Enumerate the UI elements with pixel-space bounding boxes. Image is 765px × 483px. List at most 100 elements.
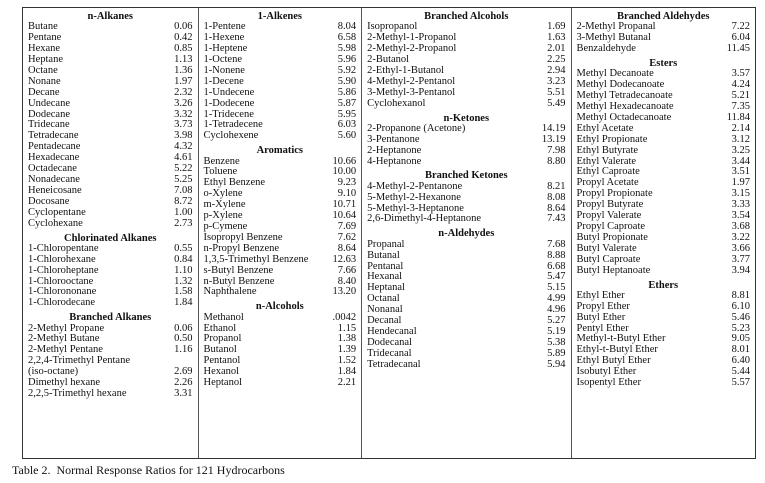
table-row: 3-Pentanone 13.19 <box>367 134 565 146</box>
table-row: 1,3,5-Trimethyl Benzene 12.63 <box>203 253 357 266</box>
table-row: Heptanal 5.15 <box>367 282 565 294</box>
table-row: Pentanol 1.52 <box>204 355 357 367</box>
table-row: 1-Tridecene 5.95 <box>203 108 357 121</box>
section-title: Chlorinated Alkanes <box>64 232 157 244</box>
compound-name: 1-Tridecene <box>203 108 254 120</box>
section: n-Alkanes Butane 0.06 Pentane 0.42 Hexane 0.85… <box>28 11 193 230</box>
response-ratio: 1.63 <box>547 32 566 44</box>
compound-name: 1-Octene <box>203 54 242 66</box>
compound-name: Butyl Heptanoate <box>576 264 651 276</box>
table-row: Cyclohexane 2.73 <box>28 218 193 230</box>
compound-name: Hexanal <box>367 271 403 283</box>
table-row: Methanol .0042 <box>204 312 357 324</box>
compound-name: n-Propyl Benzene <box>203 242 280 254</box>
compound-name: Decane <box>28 86 60 98</box>
compound-name: Butyl Ether <box>576 311 626 323</box>
compound-name: 2-Ethyl-1-Butanol <box>367 64 445 76</box>
response-ratio: 0.55 <box>174 242 193 254</box>
table-row: Propyl Propionate 3.15 <box>577 188 751 200</box>
response-ratio: 13.20 <box>332 286 357 298</box>
compound-name: Isopropyl Benzene <box>203 231 283 243</box>
compound-name: 4-Methyl-2-Pentanol <box>367 75 456 87</box>
section: 1-Alkenes 1-Pentene 8.04 1-Hexene 6.58 1-Hept… <box>204 11 357 142</box>
table-row: Hexadecane 4.61 <box>28 152 193 164</box>
section-title: n-Ketones <box>443 112 490 124</box>
compound-name: Benzene <box>203 155 240 167</box>
response-ratio: 5.51 <box>547 86 566 98</box>
compound-name: p-Xylene <box>203 210 243 222</box>
response-ratio: 10.00 <box>332 166 357 178</box>
section: n-Aldehydes Propanal 7.68 Butanal 8.88 Pentan… <box>367 228 565 370</box>
table-row: p-Xylene 10.64 <box>203 210 357 222</box>
table-row: Dimethyl hexane 2.26 <box>28 377 193 389</box>
response-ratio: 1.39 <box>337 344 357 356</box>
table-row: Cyclohexene 5.60 <box>204 130 357 142</box>
compound-name: Hexane <box>28 43 61 55</box>
table-row: Naphthalene 13.20 <box>204 287 357 298</box>
response-ratio: 4.99 <box>547 293 566 305</box>
compound-name: 1-Heptene <box>203 43 248 55</box>
table-row: m-Xylene 10.71 <box>204 199 357 211</box>
compound-name: 2-Methyl Pentane <box>28 344 103 356</box>
table-row: Propyl Ether 6.10 <box>577 301 751 313</box>
table-row: Tridecane 3.73 <box>28 120 193 131</box>
response-ratio: 7.22 <box>731 21 750 33</box>
section-title: Branched Alkanes <box>69 312 152 324</box>
table-row: Butanal 8.88 <box>367 250 565 262</box>
compound-name: Propyl Acetate <box>576 177 639 189</box>
table-row: s-Butyl Benzene 7.66 <box>204 265 357 277</box>
table-row: Decane 2.32 <box>28 86 193 99</box>
response-ratio: 3.68 <box>731 221 750 232</box>
table-row: Ethyl-t-Butyl Ether 8.01 <box>577 344 751 356</box>
response-ratio: 8.01 <box>731 344 750 356</box>
section: Branched Ketones 4-Methyl-2-Pentanone 8.21… <box>367 170 565 225</box>
compound-name: Pentane <box>28 32 62 44</box>
response-ratio: 0.42 <box>174 32 193 44</box>
compound-name: 2-Methyl Propanal <box>576 21 656 33</box>
compound-name: 2-Propanone (Acetone) <box>367 122 466 134</box>
compound-name: 3-Methyl Butanal <box>576 32 651 44</box>
table-row: Methyl Octadecanoate 11.84 <box>577 112 751 124</box>
response-ratio: 5.57 <box>731 377 750 389</box>
table-row: 2,2,5-Trimethyl hexane 3.31 <box>28 388 193 400</box>
column: 1-Alkenes 1-Pentene 8.04 1-Hexene 6.58 1-Hept… <box>199 8 363 458</box>
compound-name: n-Butyl Benzene <box>203 275 275 287</box>
table-row: Cyclopentane 1.00 <box>28 207 193 219</box>
table-row: 2-Butanol 2.25 <box>367 54 566 66</box>
table-row: Nonadecane 5.25 <box>28 174 193 186</box>
table-row: 2,6-Dimethyl-4-Heptanone 7.43 <box>367 214 565 225</box>
compound-name: Dimethyl hexane <box>28 377 101 389</box>
compound-name: Pentyl Ether <box>576 322 629 334</box>
compound-name: 1,3,5-Trimethyl Benzene <box>203 253 309 265</box>
table-row: Propanol 1.38 <box>204 334 357 345</box>
section: n-Alcohols Methanol .0042 Ethanol 1.15 Propan… <box>204 301 357 389</box>
table-row: Methyl Dodecanoate 4.24 <box>577 79 751 91</box>
response-ratio: 5.60 <box>337 130 357 142</box>
compound-name: 1-Chlorooctane <box>28 275 94 287</box>
response-ratio: 2.25 <box>547 54 566 66</box>
table-row: o-Xylene 9.10 <box>204 188 357 200</box>
table-row: Benzaldehyde 11.45 <box>577 43 751 55</box>
compound-name: 1-Chlorodecane <box>28 297 96 309</box>
compound-name: 4-Methyl-2-Pentanone <box>367 180 463 192</box>
response-ratio: 8.72 <box>174 195 193 207</box>
response-ratio: 8.64 <box>337 242 357 254</box>
response-ratio: 10.66 <box>332 155 357 167</box>
response-ratio: 6.03 <box>337 119 357 131</box>
table-row: Ethyl Ether 8.81 <box>577 290 751 302</box>
table-row: Ethyl Caproate 3.51 <box>577 167 751 178</box>
section-title: Esters <box>649 58 678 70</box>
table-row: 4-Methyl-2-Pentanone 8.21 <box>367 180 565 193</box>
response-ratio: 11.45 <box>726 43 750 55</box>
compound-name: 2-Heptanone <box>367 144 422 156</box>
table-row: Ethyl Propionate 3.12 <box>577 134 751 146</box>
table-row: Methyl Hexadecanoate 7.35 <box>577 101 751 113</box>
table-row: Butyl Propionate 3.22 <box>577 232 751 244</box>
compound-name: Docosane <box>28 195 70 207</box>
response-ratio: 5.86 <box>337 86 357 98</box>
response-ratio: 1.69 <box>547 21 566 33</box>
response-ratio: 14.19 <box>541 122 566 134</box>
compound-name: Heneicosane <box>28 184 82 196</box>
response-ratio: 3.33 <box>731 199 750 211</box>
table: n-Alkanes Butane 0.06 Pentane 0.42 Hexane 0.85… <box>22 7 756 459</box>
